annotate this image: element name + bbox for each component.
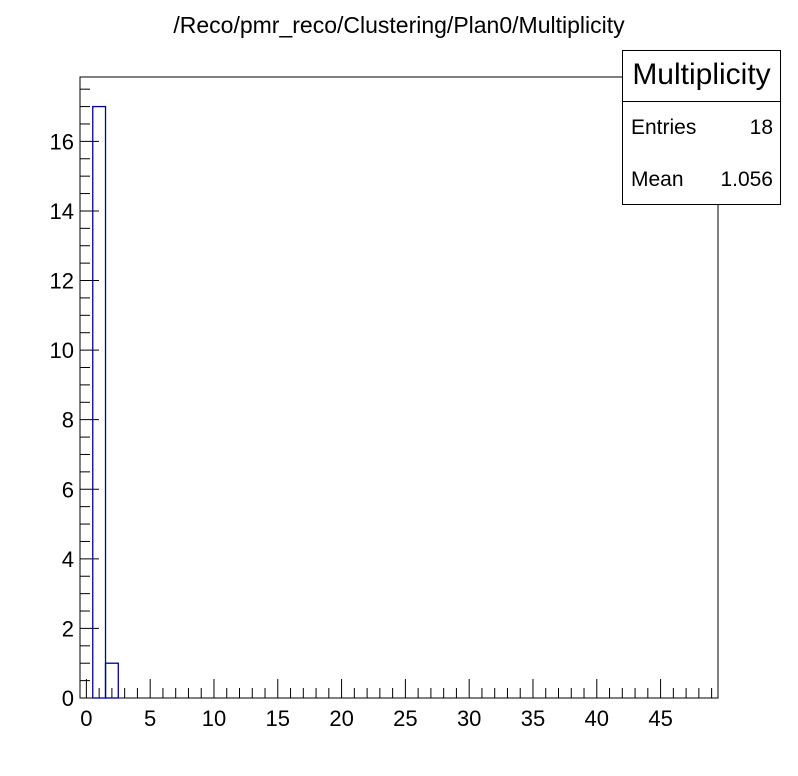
x-tick-label: 45 bbox=[648, 706, 672, 731]
y-tick-label: 14 bbox=[50, 199, 74, 224]
histogram-bin bbox=[92, 105, 107, 699]
x-tick-label: 35 bbox=[521, 706, 545, 731]
x-tick-label: 40 bbox=[585, 706, 609, 731]
y-tick-label: 6 bbox=[62, 477, 74, 502]
y-tick-label: 0 bbox=[62, 686, 74, 711]
x-tick-label: 5 bbox=[144, 706, 156, 731]
x-tick-label: 25 bbox=[393, 706, 417, 731]
stats-title: Multiplicity bbox=[623, 51, 780, 102]
x-tick-label: 20 bbox=[329, 706, 353, 731]
y-tick-label: 8 bbox=[62, 408, 74, 433]
x-tick-label: 0 bbox=[80, 706, 92, 731]
x-tick-label: 30 bbox=[457, 706, 481, 731]
plot-frame bbox=[79, 76, 719, 699]
entries-value: 18 bbox=[749, 116, 773, 139]
chart-title: /Reco/pmr_reco/Clustering/Plan0/Multipli… bbox=[173, 12, 625, 38]
mean-value: 1.056 bbox=[720, 168, 773, 191]
y-tick-label: 10 bbox=[50, 338, 74, 363]
y-tick-label: 12 bbox=[50, 269, 74, 294]
histogram-bin bbox=[104, 662, 119, 699]
stats-entries-row: Entries 18 bbox=[623, 102, 780, 154]
entries-label: Entries bbox=[631, 116, 697, 139]
stats-box: Multiplicity Entries 18 Mean 1.056 bbox=[622, 50, 781, 205]
y-tick-label: 4 bbox=[62, 547, 74, 572]
y-tick-label: 16 bbox=[50, 129, 74, 154]
stats-mean-row: Mean 1.056 bbox=[623, 154, 780, 206]
mean-label: Mean bbox=[631, 168, 684, 191]
x-tick-label: 10 bbox=[202, 706, 226, 731]
x-tick-label: 15 bbox=[266, 706, 290, 731]
y-tick-label: 2 bbox=[62, 616, 74, 641]
